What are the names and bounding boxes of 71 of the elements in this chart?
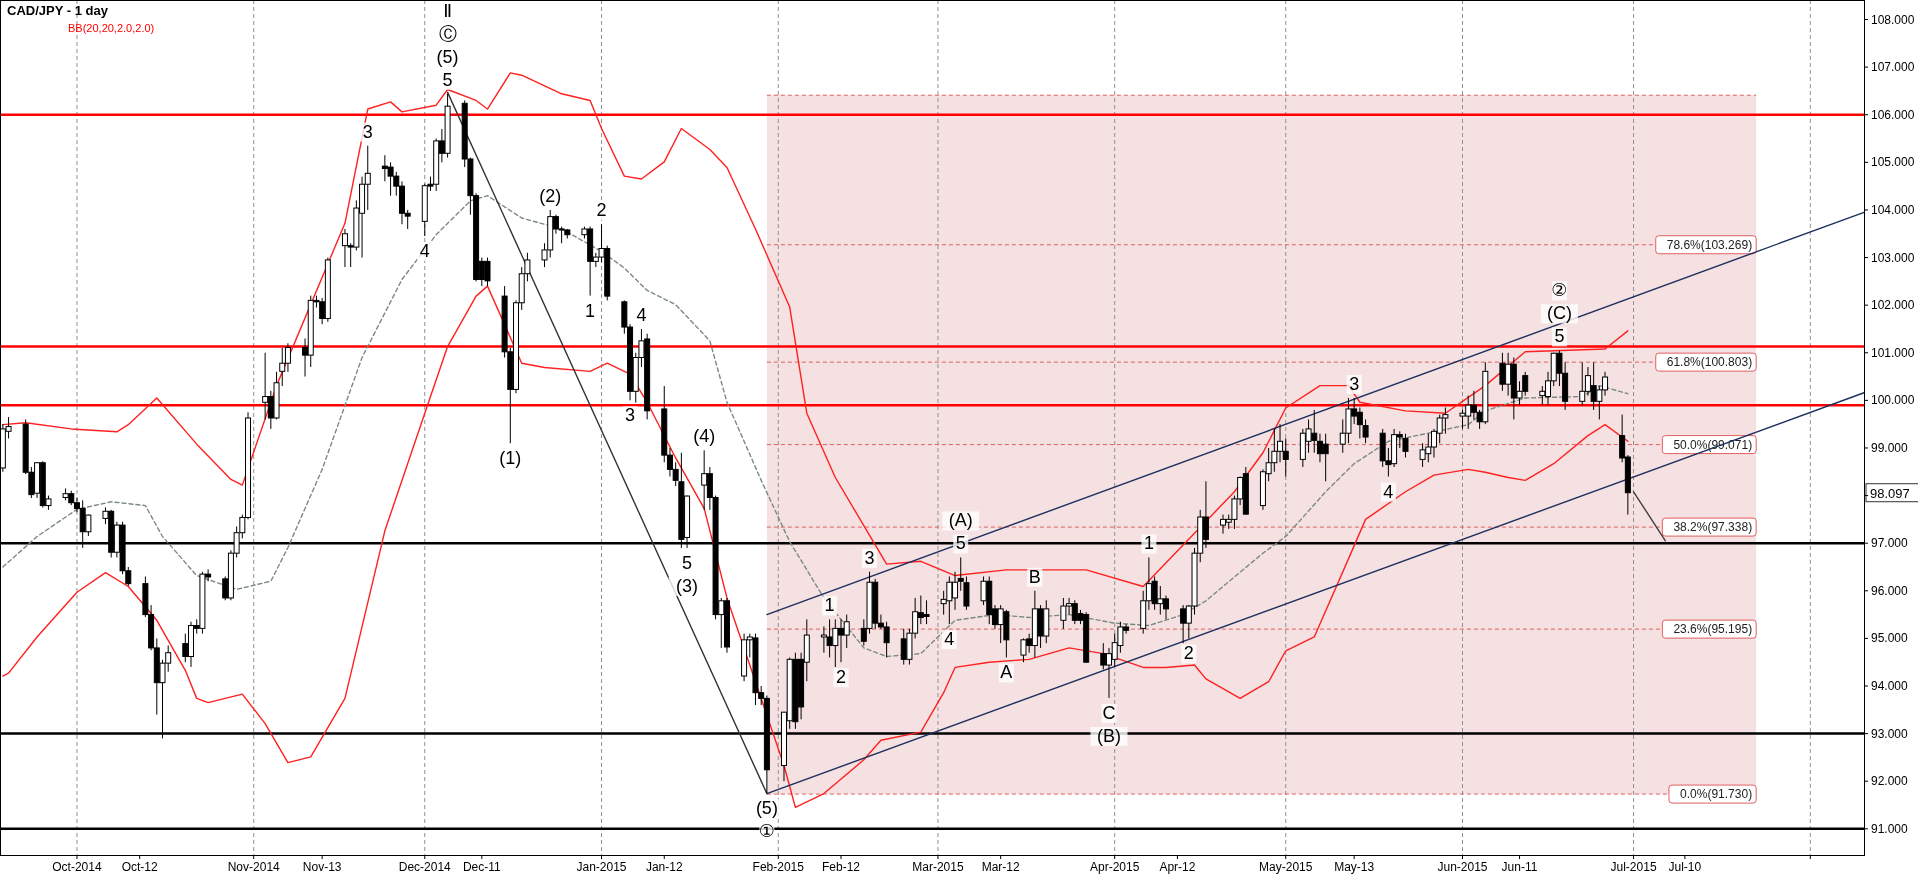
annotation: 4	[1383, 481, 1394, 502]
annotation: 5 (3)	[676, 552, 699, 596]
annotation: 3	[362, 121, 373, 142]
annotation: B	[1028, 566, 1041, 587]
y-tick-label: 99.000	[1871, 440, 1909, 455]
y-tick-label: 96.000	[1871, 583, 1909, 598]
annotation: 1	[1143, 533, 1154, 554]
annotation: 1	[824, 595, 835, 616]
annotation: 4	[419, 241, 430, 262]
annotation: 3	[864, 547, 875, 568]
annotation: A	[1000, 662, 1013, 683]
x-tick-label: Oct-12	[121, 860, 159, 874]
ref-line-label: 78.6%(103.269)	[1666, 237, 1753, 252]
x-tick-label: Nov-13	[302, 860, 342, 874]
annotation: (1)	[499, 448, 522, 469]
annotation: ② (C) 5	[1546, 280, 1572, 347]
x-tick-label: Apr-2015	[1090, 860, 1140, 874]
x-tick-label: Dec-2014	[398, 860, 452, 874]
x-tick-label: May-2015	[1259, 860, 1313, 874]
x-tick-label: Feb-12	[821, 860, 861, 874]
y-tick-label: 101.000	[1871, 345, 1915, 360]
x-tick-label: Jan-12	[645, 860, 683, 874]
annotation: (2)	[539, 185, 562, 206]
x-tick-label: Apr-12	[1159, 860, 1196, 874]
x-tick-label: Nov-2014	[227, 860, 281, 874]
x-tick-label: May-13	[1334, 860, 1375, 874]
y-tick-label: 94.000	[1871, 679, 1909, 693]
x-tick-label: Jul-10	[1668, 860, 1702, 874]
y-tick-label: 100.000	[1871, 393, 1915, 408]
y-tick-label: 102.000	[1871, 298, 1915, 313]
annotation: (A) 5	[948, 510, 973, 554]
chart-title: CAD/JPY - 1 day	[7, 3, 109, 18]
x-tick-label: Mar-2015	[912, 860, 964, 874]
annotation: 2	[1183, 643, 1194, 664]
y-tick-label: 93.000	[1871, 726, 1909, 741]
annotation: 2	[596, 200, 607, 221]
annotation: Ⅱ Ⓒ (5) 5	[436, 0, 459, 90]
annotation: C (B)	[1096, 702, 1121, 746]
x-tick-label: Jun-2015	[1437, 860, 1488, 874]
x-tick-label: Oct-2014	[52, 860, 102, 874]
x-tick-label: Jun-11	[1501, 860, 1538, 874]
x-tick-label: Jan-2015	[576, 860, 627, 874]
candlestick	[262, 352, 269, 420]
y-tick-label: 92.000	[1871, 774, 1909, 789]
annotation: 3	[1349, 373, 1360, 394]
x-tick-label: Dec-11	[462, 860, 502, 874]
x-tick-label: Mar-12	[981, 860, 1020, 874]
ref-line-label: 23.6%(95.195)	[1673, 622, 1753, 637]
text: BB(20,20,2.0,2.0)	[68, 22, 155, 34]
text: 98.097	[1870, 485, 1910, 501]
annotation: (5) ①	[755, 798, 778, 842]
y-tick-label: 108.000	[1871, 12, 1915, 27]
y-tick-label: 97.000	[1871, 536, 1909, 551]
y-tick-label: 105.000	[1871, 155, 1915, 170]
x-tick-label: Feb-2015	[752, 860, 805, 874]
ref-line-label: 0.0%(91.730)	[1680, 787, 1753, 802]
annotation: 2	[836, 667, 847, 688]
annotation: 4	[636, 304, 647, 325]
annotation: 4	[944, 629, 955, 650]
ref-line-label: 38.2%(97.338)	[1673, 520, 1753, 535]
y-tick-label: 95.000	[1871, 631, 1909, 646]
annotation: 3	[625, 405, 636, 426]
annotation: (4)	[693, 426, 716, 447]
x-tick-label: Jul-2015	[1610, 860, 1657, 874]
y-tick-label: 106.000	[1871, 107, 1915, 122]
y-tick-label: 103.000	[1871, 250, 1915, 265]
ref-line-label: 61.8%(100.803)	[1666, 355, 1753, 370]
y-tick-label: 91.000	[1871, 821, 1909, 836]
y-tick-label: 104.000	[1871, 202, 1915, 217]
y-tick-label: 107.000	[1871, 60, 1915, 75]
annotation: 1	[585, 300, 596, 321]
